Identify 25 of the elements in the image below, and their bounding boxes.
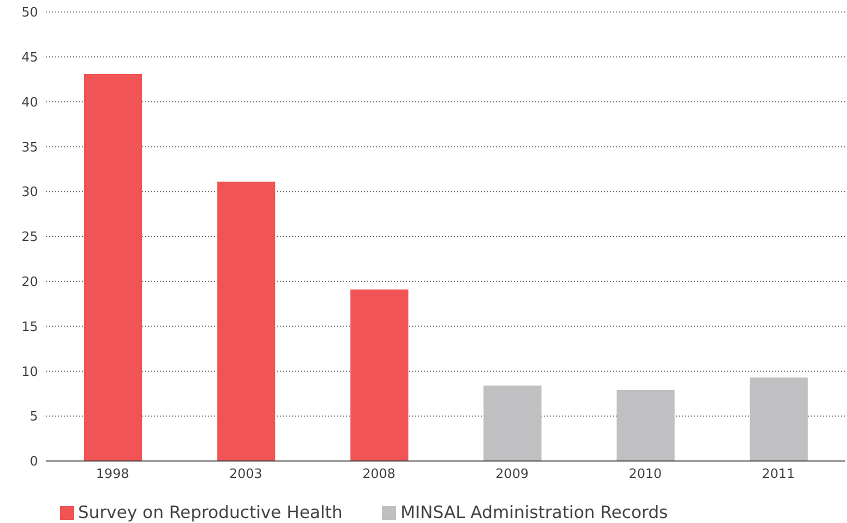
bar (750, 377, 808, 461)
x-tick-label: 2010 (628, 467, 662, 482)
bar (350, 289, 408, 461)
x-tick-label: 2008 (362, 467, 396, 482)
y-tick-label: 30 (21, 185, 38, 200)
y-tick-label: 20 (21, 275, 38, 290)
y-tick-label: 10 (21, 364, 38, 380)
bar (84, 74, 142, 461)
y-tick-label: 45 (21, 50, 38, 66)
x-tick-label: 1998 (96, 467, 130, 482)
y-tick-label: 35 (21, 140, 38, 156)
x-tick-label: 2011 (762, 467, 795, 482)
y-tick-label: 15 (21, 320, 38, 335)
bar (484, 386, 542, 461)
legend-label: Survey on Reproductive Health (78, 503, 342, 523)
y-tick-label: 40 (21, 95, 38, 110)
x-tick-label: 2009 (496, 467, 529, 482)
legend-label: MINSAL Administration Records (400, 503, 668, 523)
y-tick-label: 25 (21, 230, 38, 246)
y-tick-label: 5 (30, 410, 38, 425)
bar (217, 182, 276, 461)
x-tick-label: 2003 (229, 467, 262, 482)
y-tick-label: 0 (30, 454, 38, 470)
y-tick-label: 50 (21, 6, 38, 21)
bar (616, 390, 675, 461)
